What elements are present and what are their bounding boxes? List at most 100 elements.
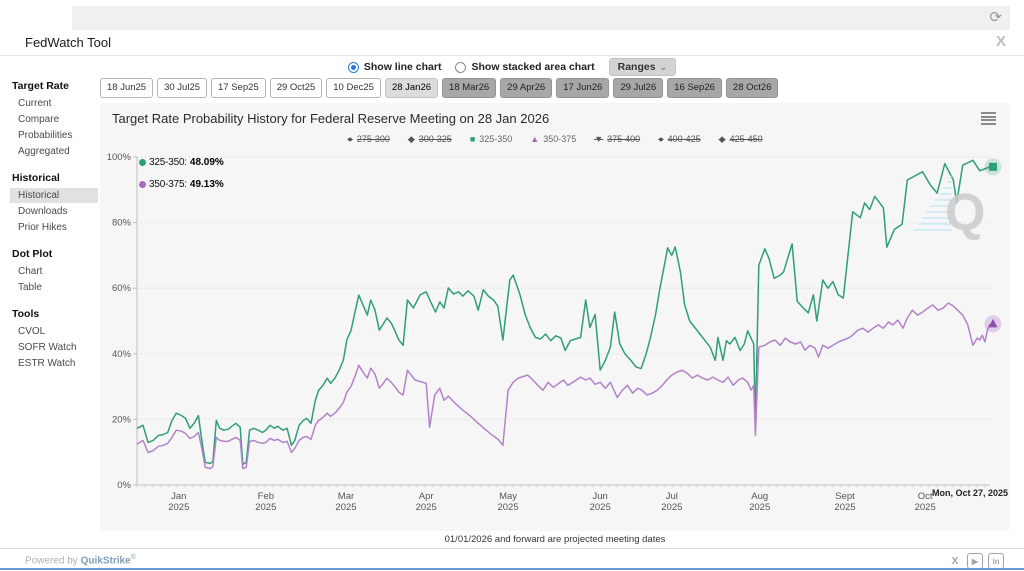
sidebar-item-compare[interactable]: Compare	[18, 114, 60, 125]
tab-28-jan26[interactable]: 28 Jan26	[384, 78, 439, 98]
svg-text:2025: 2025	[497, 502, 518, 513]
youtube-icon[interactable]: ▶	[967, 553, 983, 569]
tooltip-dot	[139, 158, 146, 166]
x-tick-oct: Oct	[918, 491, 933, 502]
radio-line-chart-circle[interactable]	[347, 61, 359, 73]
legend-label: 350-375	[543, 134, 577, 144]
x-tick-jul: Jul	[666, 491, 678, 502]
sidebar-item-chart[interactable]: Chart	[18, 266, 43, 277]
tooltip-series-label: 325-350:	[149, 156, 187, 168]
legend-item-275-300[interactable]: ● 275-300	[347, 134, 389, 144]
svg-text:2025: 2025	[416, 502, 437, 513]
social-links: X ▶ in	[948, 553, 1004, 569]
radio-stacked-area-circle[interactable]	[455, 61, 467, 73]
series-line-350-375	[136, 302, 991, 470]
tab-18-jun25[interactable]: 18 Jun25	[100, 78, 154, 98]
tab-30-jul25[interactable]: 30 Jul25	[157, 78, 208, 98]
sidebar-item-table[interactable]: Table	[18, 282, 42, 293]
quikstrike-link[interactable]: QuikStrike	[80, 555, 131, 567]
legend-label: 425-450	[729, 134, 763, 144]
sidebar-item-probabilities[interactable]: Probabilities	[18, 130, 73, 141]
legend-label: 375-400	[607, 134, 641, 144]
legend-item-375-400[interactable]: ▼ 375-400	[594, 134, 640, 144]
legend-label: 325-350	[479, 134, 513, 144]
tab-18-mar26[interactable]: 18 Mar26	[442, 78, 497, 98]
x-tick-aug: Aug	[751, 491, 768, 502]
y-tick-40%: 40%	[112, 349, 132, 360]
y-tick-20%: 20%	[112, 414, 132, 425]
legend-marker-300-325: ◆	[407, 133, 415, 144]
legend-label: 400-425	[667, 134, 701, 144]
powered-by-text: Powered by	[25, 555, 78, 567]
close-icon[interactable]: X	[995, 33, 1006, 50]
y-tick-60%: 60%	[112, 283, 132, 294]
x-icon[interactable]: X	[951, 555, 959, 567]
legend-item-350-375[interactable]: ▲ 350-375	[530, 134, 576, 144]
sidebar-item-downloads[interactable]: Downloads	[18, 206, 68, 217]
sidebar-item-aggregated[interactable]: Aggregated	[18, 146, 70, 157]
radio-line-chart[interactable]: Show line chart	[347, 61, 442, 73]
x-tick-apr: Apr	[419, 491, 434, 502]
series-line-325-350	[136, 159, 991, 466]
linkedin-icon[interactable]: in	[988, 553, 1004, 569]
tab-17-sep25[interactable]: 17 Sep25	[211, 78, 266, 98]
tooltip-series-value: 49.13%	[189, 178, 224, 190]
refresh-icon[interactable]: ⟳	[989, 9, 1002, 26]
probability-history-chart: 0%20%40%60%80%100%Jan2025Feb2025Mar2025A…	[107, 152, 1002, 513]
y-tick-100%: 100%	[107, 152, 132, 163]
tooltip-series-value: 48.09%	[189, 156, 224, 168]
tab-16-sep26[interactable]: 16 Sep26	[667, 78, 722, 98]
legend-item-425-450[interactable]: ◆ 425-450	[719, 134, 763, 144]
chart-tooltip: 325-350: 48.09% 350-375: 49.13%	[139, 155, 224, 199]
sidebar-item-estr-watch[interactable]: ESTR Watch	[18, 358, 76, 369]
projected-dates-note: 01/01/2026 and forward are projected mee…	[444, 534, 666, 545]
sidebar-item-cvol[interactable]: CVOL	[18, 326, 46, 337]
radio-stacked-area-chart[interactable]: Show stacked area chart	[455, 61, 595, 73]
registered-mark: ®	[130, 554, 136, 561]
svg-text:2025: 2025	[255, 502, 276, 513]
legend-item-400-425[interactable]: ● 400-425	[658, 134, 700, 144]
sidebar-item-prior-hikes[interactable]: Prior Hikes	[18, 222, 67, 233]
y-tick-0%: 0%	[117, 480, 131, 491]
ranges-dropdown[interactable]: Ranges ⌄	[608, 58, 677, 76]
sidebar-item-historical[interactable]: Historical	[10, 188, 98, 203]
chart-title: Target Rate Probability History for Fede…	[112, 111, 550, 126]
legend-marker-375-400: ▼	[594, 133, 604, 144]
tooltip-row-350-375-: 350-375: 49.13%	[139, 177, 224, 191]
chart-menu-icon[interactable]	[981, 112, 996, 125]
quikstrike-watermark: Q	[945, 184, 986, 242]
x-tick-sept: Sept	[835, 491, 855, 502]
tab-29-apr26[interactable]: 29 Apr26	[500, 78, 553, 98]
legend-label: 300-325	[418, 134, 452, 144]
tab-29-oct25[interactable]: 29 Oct25	[269, 78, 323, 98]
sidebar-section-historical: Historical	[12, 172, 60, 184]
tab-29-jul26[interactable]: 29 Jul26	[613, 78, 664, 98]
chart-card: Target Rate Probability History for Fede…	[100, 103, 1010, 531]
y-tick-80%: 80%	[112, 218, 132, 229]
page-title: FedWatch Tool	[25, 35, 111, 50]
bottom-accent-bar	[0, 568, 1024, 570]
legend-item-325-350[interactable]: ■ 325-350	[470, 134, 512, 144]
tooltip-series-label: 350-375:	[149, 178, 187, 190]
tab-28-oct26[interactable]: 28 Oct26	[725, 78, 779, 98]
radio-line-chart-label: Show line chart	[363, 61, 442, 73]
sidebar-section-tools: Tools	[12, 308, 40, 320]
sidebar-item-sofr-watch[interactable]: SOFR Watch	[18, 342, 77, 353]
ranges-label: Ranges	[617, 61, 656, 73]
svg-text:2025: 2025	[834, 502, 855, 513]
tooltip-row-325-350-: 325-350: 48.09%	[139, 155, 224, 169]
x-tick-mar: Mar	[338, 491, 354, 502]
tab-10-dec25[interactable]: 10 Dec25	[326, 78, 381, 98]
tooltip-dot	[139, 180, 146, 188]
sidebar: Target Rate Current Compare Probabilities Ag…	[10, 80, 98, 372]
powered-by: Powered by QuikStrike®	[25, 554, 136, 566]
legend-item-300-325[interactable]: ◆ 300-325	[408, 134, 452, 144]
x-tick-feb: Feb	[258, 491, 274, 502]
end-marker-325-350	[989, 162, 997, 171]
sidebar-item-current[interactable]: Current	[18, 98, 52, 109]
current-date-label: Mon, Oct 27, 2025	[931, 488, 1008, 498]
tab-17-jun26[interactable]: 17 Jun26	[556, 78, 610, 98]
chevron-down-icon: ⌄	[659, 61, 668, 72]
legend-marker-350-375: ▲	[530, 133, 540, 144]
